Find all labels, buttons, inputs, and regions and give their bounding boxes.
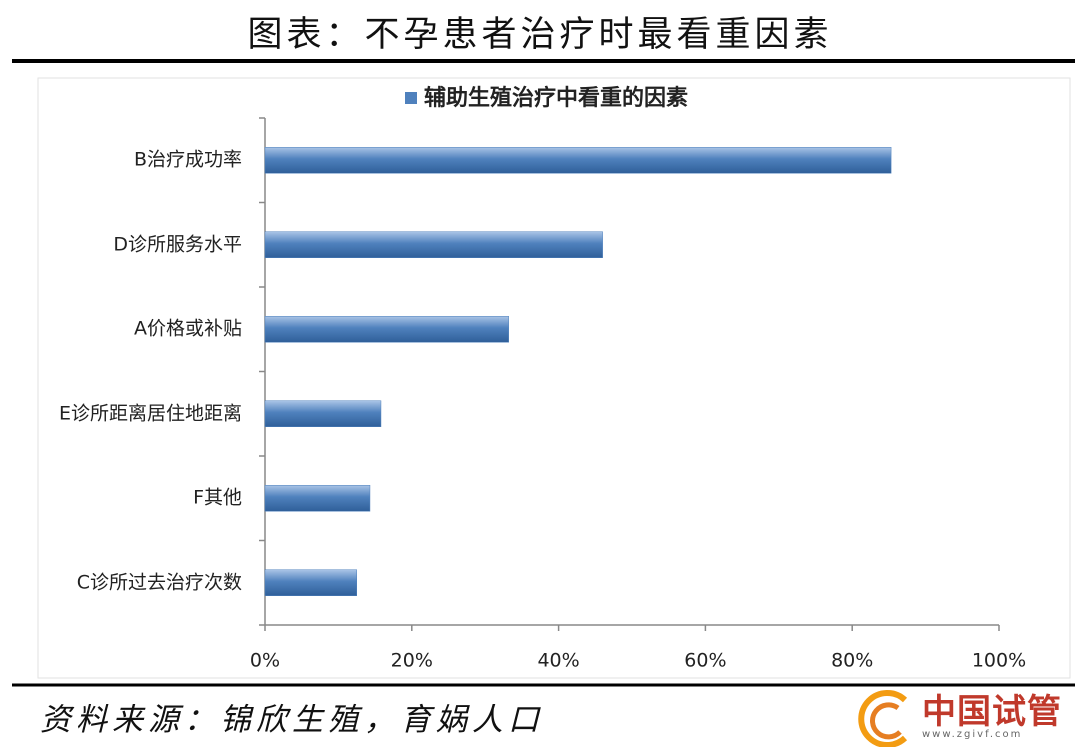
x-tick-label: 60% [684,650,726,672]
category-text: E诊所距离居住地距离 [58,402,242,425]
logo [858,690,908,747]
y-tick-label: E诊所距离居住地距离 [59,399,242,428]
x-tick-label: 0% [250,650,280,672]
plot-frame [37,77,1071,679]
y-tick-label: C诊所过去治疗次数 [77,568,242,597]
bar [264,400,382,427]
watermark-url: www.zgivf.com [922,729,1023,740]
category-text: F其他 [193,486,242,509]
bar [264,569,357,596]
bar [264,316,509,343]
category-text: B治疗成功率 [133,148,242,171]
y-tick-label: B治疗成功率 [134,146,242,175]
watermark-name: 中国试管 [922,692,1062,732]
category-text: C诊所过去治疗次数 [76,571,242,594]
y-tick-label: D诊所服务水平 [113,230,242,259]
category-text: A价格或补贴 [134,317,242,340]
source-note: 资料来源：锦欣生殖，育娲人口 [40,702,544,738]
x-tick-label: 20% [391,650,433,672]
bar [264,485,371,512]
category-text: D诊所服务水平 [113,233,242,256]
chart-title: 图表：不孕患者治疗时最看重因素 [247,15,833,55]
legend-label: 辅助生殖治疗中看重的因素 [424,85,688,111]
x-tick-label: 100% [972,650,1026,672]
x-tick-label: 40% [537,650,579,672]
bar [264,231,603,258]
y-tick-label: A价格或补贴 [134,315,242,344]
x-tick-label: 80% [831,650,873,672]
y-tick-label: F其他 [193,484,242,513]
legend-swatch [405,92,417,104]
bar [264,147,892,174]
